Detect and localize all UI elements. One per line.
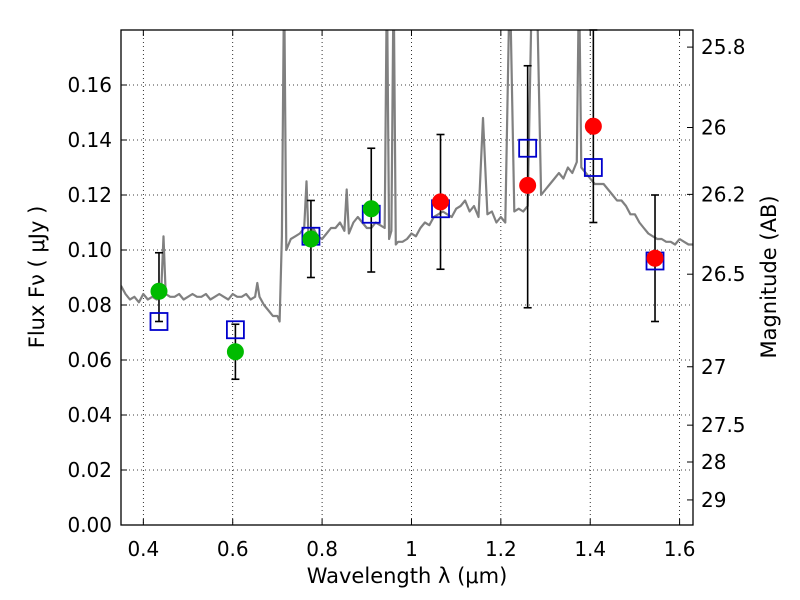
x-tick-label: 1.6 — [664, 537, 696, 561]
observed-square-marker — [583, 158, 603, 177]
plot-frame — [120, 29, 694, 526]
red-point — [584, 117, 602, 135]
dot-marker-layer — [150, 117, 664, 361]
observed-square-marker — [225, 320, 245, 340]
y2-tick-label: 29 — [701, 488, 726, 512]
green-point — [226, 343, 244, 361]
y2-axis-title: Magnitude (AB) — [757, 195, 781, 358]
y-tick-label: 0.14 — [67, 128, 112, 152]
x-tick-label: 0.8 — [306, 537, 338, 561]
observed-square-marker — [149, 312, 169, 331]
model-spectrum-line — [121, 30, 693, 323]
red-point — [432, 193, 450, 211]
x-axis-title: Wavelength λ (μm) — [307, 564, 508, 588]
y-tick-label: 0.10 — [67, 238, 112, 262]
y-axis-title: Flux Fν ( μJy ) — [25, 206, 49, 349]
y-tick-label: 0.08 — [67, 293, 112, 317]
x-tick-label: 0.6 — [217, 537, 249, 561]
x-tick-label: 1.4 — [574, 537, 606, 561]
red-point — [646, 249, 664, 267]
red-point — [519, 176, 537, 194]
green-point — [150, 282, 168, 300]
y2-tick-label: 26.2 — [701, 182, 746, 206]
y2-tick-label: 26.5 — [701, 262, 746, 286]
y2-tick-label: 25.8 — [701, 35, 746, 59]
y2-tick-label: 26 — [701, 116, 726, 140]
grid-lines — [121, 30, 693, 526]
y2-tick-label: 27 — [701, 355, 726, 379]
axis-ticks — [121, 30, 693, 526]
y-tick-label: 0.02 — [67, 458, 112, 482]
observed-square-marker — [518, 138, 538, 158]
y-tick-label: 0.04 — [67, 403, 112, 427]
green-point — [362, 200, 380, 218]
x-tick-label: 1 — [405, 537, 418, 561]
y-tick-label: 0.12 — [67, 183, 112, 207]
x-tick-label: 1.2 — [485, 537, 517, 561]
errorbar-layer — [154, 29, 660, 381]
x-tick-label: 0.4 — [127, 537, 159, 561]
green-point — [302, 230, 320, 248]
model-spectrum-layer — [121, 30, 693, 323]
y-tick-label: 0.00 — [67, 513, 112, 537]
y-tick-label: 0.16 — [67, 73, 112, 97]
observed-square-layer — [149, 138, 665, 340]
y-tick-label: 0.06 — [67, 348, 112, 372]
y2-tick-label: 27.5 — [701, 413, 746, 437]
y2-tick-label: 28 — [701, 450, 726, 474]
